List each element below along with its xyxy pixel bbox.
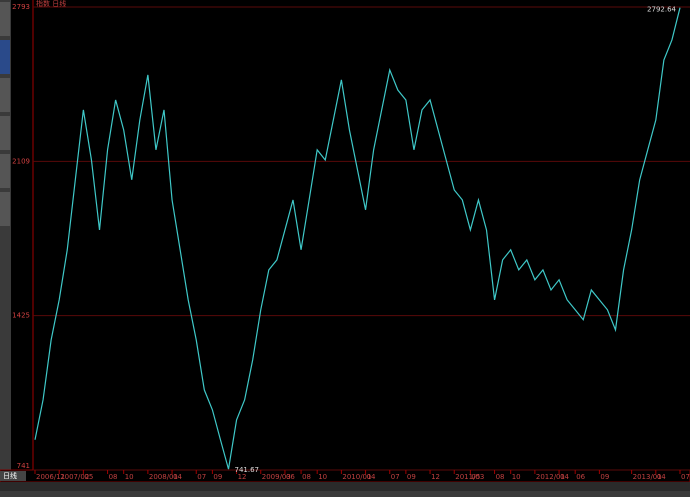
x-tick-label: 07 [391,473,400,481]
x-tick-label: 2012/01 [536,473,565,481]
x-tick-label: 07 [197,473,206,481]
x-tick-label: 09 [600,473,609,481]
x-tick-label: 2008/01 [149,473,178,481]
sidebar-tab[interactable] [0,116,10,150]
y-tick-label: 2793 [12,3,30,11]
low-annotation: 741.67 [235,466,260,474]
x-tick-label: 2009/03 [262,473,291,481]
sidebar [0,0,11,470]
x-tick-label: 12 [238,473,247,481]
scrollbar[interactable] [0,482,690,491]
y-tick-label: 1425 [12,312,30,320]
x-tick-label: 2007/02 [60,473,89,481]
x-tick-label: 2006/11 [36,473,65,481]
sidebar-tab[interactable] [0,154,10,188]
sidebar-bg [0,0,11,470]
x-tick-label: 2010/01 [342,473,371,481]
x-tick-label: 04 [560,473,569,481]
period-label: 日线 [3,471,17,480]
sidebar-tab[interactable] [0,192,10,226]
high-annotation: 2792.64 [647,6,676,14]
x-tick-label: 10 [512,473,521,481]
period-box[interactable] [0,471,26,481]
y-tick-label: 741 [17,462,30,470]
x-tick-label: 05 [471,473,480,481]
price-line [34,7,681,470]
x-tick-label: 09 [407,473,416,481]
x-tick-label: 09 [213,473,222,481]
x-tick-label: 04 [173,473,182,481]
x-tick-label: 12 [431,473,440,481]
x-tick-label: 04 [657,473,666,481]
x-tick-label: 2011/03 [455,473,484,481]
x-tick-label: 2013/01 [633,473,662,481]
x-tick-label: 04 [367,473,376,481]
x-tick-label: 08 [109,473,118,481]
sidebar-tab[interactable] [0,2,10,36]
x-tick-label: 07 [681,473,690,481]
status-bar [0,491,690,497]
y-tick-label: 2109 [12,157,30,165]
x-tick-label: 08 [302,473,311,481]
x-tick-label: 10 [125,473,134,481]
sidebar-tab[interactable] [0,78,10,112]
chart-title: 指数 日线 [36,0,66,8]
x-tick-label: 10 [318,473,327,481]
x-tick-label: 06 [286,473,295,481]
x-tick-label: 08 [496,473,505,481]
sidebar-tab[interactable] [0,40,10,74]
x-tick-label: 06 [576,473,585,481]
x-tick-label: 05 [84,473,93,481]
